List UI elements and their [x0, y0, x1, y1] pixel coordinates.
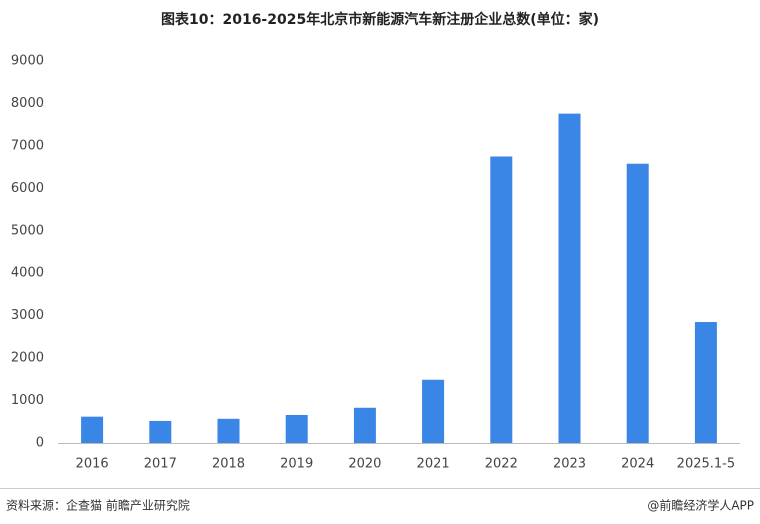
x-tick-label: 2024	[621, 457, 654, 472]
y-tick-label: 7000	[11, 138, 44, 153]
y-tick-label: 6000	[11, 181, 44, 196]
bar	[422, 379, 445, 443]
bar	[558, 113, 581, 444]
x-tick-label: 2021	[417, 457, 450, 472]
credit: @前瞻经济学人APP	[647, 498, 754, 513]
y-tick-label: 4000	[11, 266, 44, 281]
bar	[285, 414, 308, 443]
source: 资料来源：企查猫 前瞻产业研究院	[6, 498, 190, 513]
chart-title: 图表10：2016-2025年北京市新能源汽车新注册企业总数(单位：家)	[161, 11, 599, 28]
bar	[353, 407, 376, 443]
bar	[217, 418, 240, 443]
x-tick-label: 2018	[212, 457, 245, 472]
bar	[490, 156, 513, 443]
x-tick-label: 2019	[280, 457, 313, 472]
bar	[81, 416, 104, 443]
y-tick-label: 0	[36, 436, 44, 451]
x-tick-label: 2020	[348, 457, 381, 472]
y-tick-label: 2000	[11, 351, 44, 366]
y-tick-label: 3000	[11, 308, 44, 323]
x-tick-label: 2025.1-5	[677, 457, 735, 472]
bar	[626, 163, 649, 443]
bar	[149, 420, 172, 443]
x-tick-label: 2017	[144, 457, 177, 472]
bar	[694, 322, 717, 443]
x-tick-label: 2016	[76, 457, 109, 472]
y-tick-label: 8000	[11, 96, 44, 111]
y-tick-label: 1000	[11, 393, 44, 408]
y-tick-label: 9000	[11, 54, 44, 69]
x-tick-label: 2022	[485, 457, 518, 472]
y-tick-label: 5000	[11, 223, 44, 238]
x-tick-label: 2023	[553, 457, 586, 472]
